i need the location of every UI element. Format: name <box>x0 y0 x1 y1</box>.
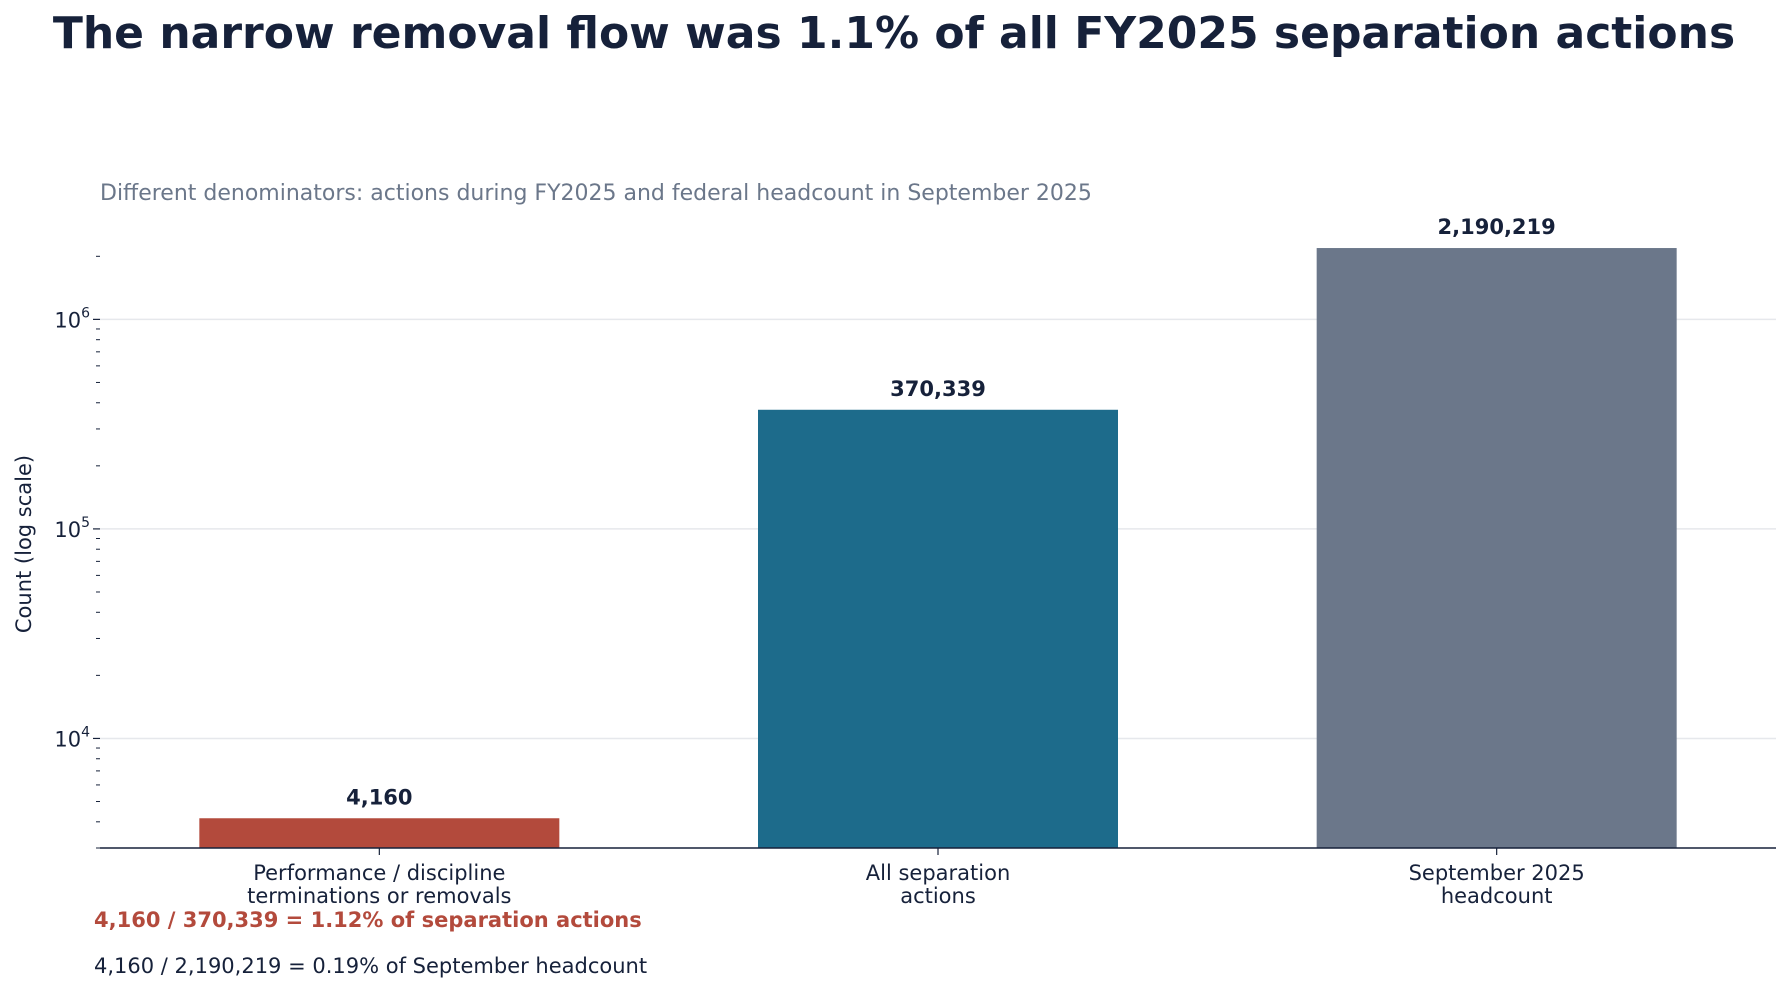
chart-title: The narrow removal flow was 1.1% of all … <box>52 8 1736 59</box>
x-tick-label: actions <box>900 884 976 908</box>
y-tick-label: 104 <box>54 724 90 751</box>
bar <box>199 818 560 848</box>
x-tick-label: All separation <box>866 861 1011 885</box>
x-tick-label: September 2025 <box>1409 861 1585 885</box>
bar <box>758 409 1118 848</box>
x-tick-label: headcount <box>1441 884 1553 908</box>
labels: 4,160 Performance / disciplinetermination… <box>12 215 1585 908</box>
y-tick-label: 105 <box>54 515 90 542</box>
chart-subtitle: Different denominators: actions during F… <box>100 181 1092 206</box>
x-tick-label: Performance / discipline <box>253 861 505 885</box>
bar-value-label: 370,339 <box>890 377 986 401</box>
x-tick-label: terminations or removals <box>247 884 511 908</box>
bar <box>1316 248 1677 848</box>
ratio-note-separations: 4,160 / 370,339 = 1.12% of separation ac… <box>94 908 642 932</box>
axes <box>93 255 1776 855</box>
ratio-note-headcount: 4,160 / 2,190,219 = 0.19% of September h… <box>94 954 648 978</box>
bars <box>199 248 1677 848</box>
y-tick-label: 106 <box>54 305 90 332</box>
bar-value-label: 4,160 <box>346 785 412 809</box>
bar-value-label: 2,190,219 <box>1438 215 1556 239</box>
y-axis-label: Count (log scale) <box>12 455 36 633</box>
